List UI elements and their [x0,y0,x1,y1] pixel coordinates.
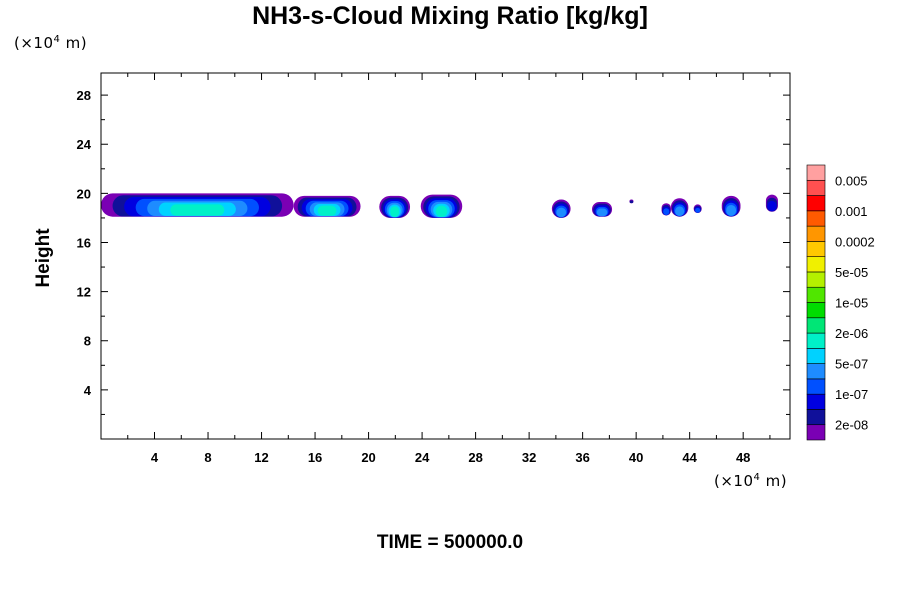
colorbar-swatch [806,317,826,334]
cloud-contour-level [556,207,567,218]
cloud-contour-level [767,200,777,212]
colorbar-swatch [806,225,826,242]
colorbar-swatch [806,302,826,319]
cloud-contour-level [629,200,634,204]
cloud-contour-level [317,205,337,216]
x-tick-label: 16 [308,450,322,465]
colorbar-swatch [806,424,826,441]
cloud-contour-level [726,205,737,216]
cloud-contour-level [596,208,608,217]
time-label: TIME = 500000.0 [376,532,524,553]
x-tick-label: 36 [575,450,589,465]
cloud-contours [101,193,778,218]
cloud-contour-level [695,207,701,213]
plot-frame [100,72,791,440]
colorbar-label: 1e-07 [835,387,868,402]
colorbar-swatch [806,256,826,273]
x-tick-label: 44 [682,450,697,465]
colorbar-label: 0.001 [835,204,868,219]
x-tick-label: 32 [522,450,536,465]
colorbar-swatch [806,378,826,395]
x-tick-label: 24 [415,450,430,465]
colorbar-label: 0.0002 [835,234,875,249]
y-tick-label: 8 [84,334,91,349]
cloud-contour-level [390,206,399,217]
y-tick-label: 24 [77,137,92,152]
colorbar-swatch [806,286,826,303]
y-tick-label: 16 [77,235,91,250]
colorbar-label: 2e-08 [835,418,868,433]
colorbar-label: 2e-06 [835,326,868,341]
x-axis-unit: (×104 m) [714,472,787,490]
colorbar-label: 1e-05 [835,296,868,311]
x-tick-label: 28 [468,450,482,465]
chart-title: NH3-s-Cloud Mixing Ratio [kg/kg] [252,2,648,30]
cloud-contour-level [435,205,448,217]
colorbar-swatch [806,409,826,426]
x-tick-label: 12 [254,450,268,465]
x-unit-exponent: 4 [753,472,761,483]
colorbar: 2e-08 1e-07 5e-07 2e-06 1e-05 5e-05 0.0002 0.00… [806,164,875,441]
colorbar-swatch [806,348,826,364]
colorbar-swatch [806,210,826,227]
x-tick-label: 40 [629,450,643,465]
colorbar-label: 5e-05 [835,265,868,280]
colorbar-label: 0.005 [835,173,868,188]
x-unit-prefix: (×10 [714,472,754,490]
cloud-contour-level [675,206,685,216]
colorbar-swatch [806,179,826,196]
y-unit-exponent: 4 [53,34,61,45]
cloud-contour-level [170,204,225,216]
x-unit-suffix: m) [760,472,788,490]
y-tick-label: 28 [77,88,91,103]
x-tick-label: 20 [361,450,375,465]
colorbar-swatch [806,164,826,181]
y-tick-label: 12 [77,285,91,300]
y-axis-unit: (×104 m) [14,34,87,52]
x-tick-label: 8 [204,450,211,465]
y-unit-prefix: (×10 [14,34,54,52]
cloud-contour-level [663,208,670,216]
y-tick-label: 20 [77,186,91,201]
y-tick-label: 4 [84,383,92,398]
colorbar-swatch [806,332,826,349]
colorbar-swatch [806,241,826,257]
x-tick-label: 4 [151,450,159,465]
colorbar-swatch [806,271,826,288]
colorbar-swatch [806,363,826,380]
colorbar-swatch [806,393,826,410]
y-unit-suffix: m) [60,34,88,52]
colorbar-label: 5e-07 [835,357,868,372]
colorbar-swatch [806,195,826,212]
x-tick-label: 48 [736,450,750,465]
